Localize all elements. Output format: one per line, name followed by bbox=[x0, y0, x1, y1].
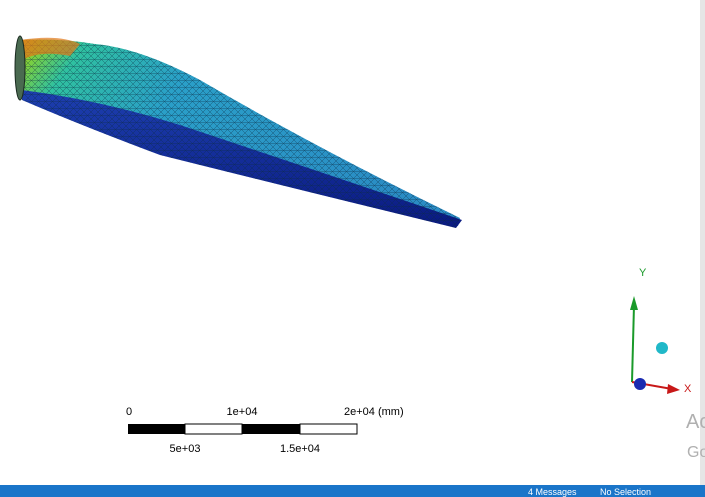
scale-label: 2e+04 (mm) bbox=[344, 406, 404, 418]
scale-label: 5e+03 bbox=[170, 443, 201, 455]
scale-label: 0 bbox=[126, 406, 132, 418]
status-messages[interactable]: 4 Messages bbox=[528, 487, 577, 497]
scale-label: 1.5e+04 bbox=[280, 443, 320, 455]
axis-label: Y bbox=[639, 267, 647, 279]
status-selection: No Selection bbox=[600, 487, 651, 497]
axis-label: X bbox=[684, 383, 692, 395]
watermark: Go bbox=[687, 444, 705, 461]
scale-label: 1e+04 bbox=[227, 406, 258, 418]
graphics-viewport: 0 1e+04 2e+04 (mm) 5e+03 1.5e+04 Y X Ac … bbox=[0, 0, 705, 497]
watermark: Ac bbox=[686, 411, 705, 433]
